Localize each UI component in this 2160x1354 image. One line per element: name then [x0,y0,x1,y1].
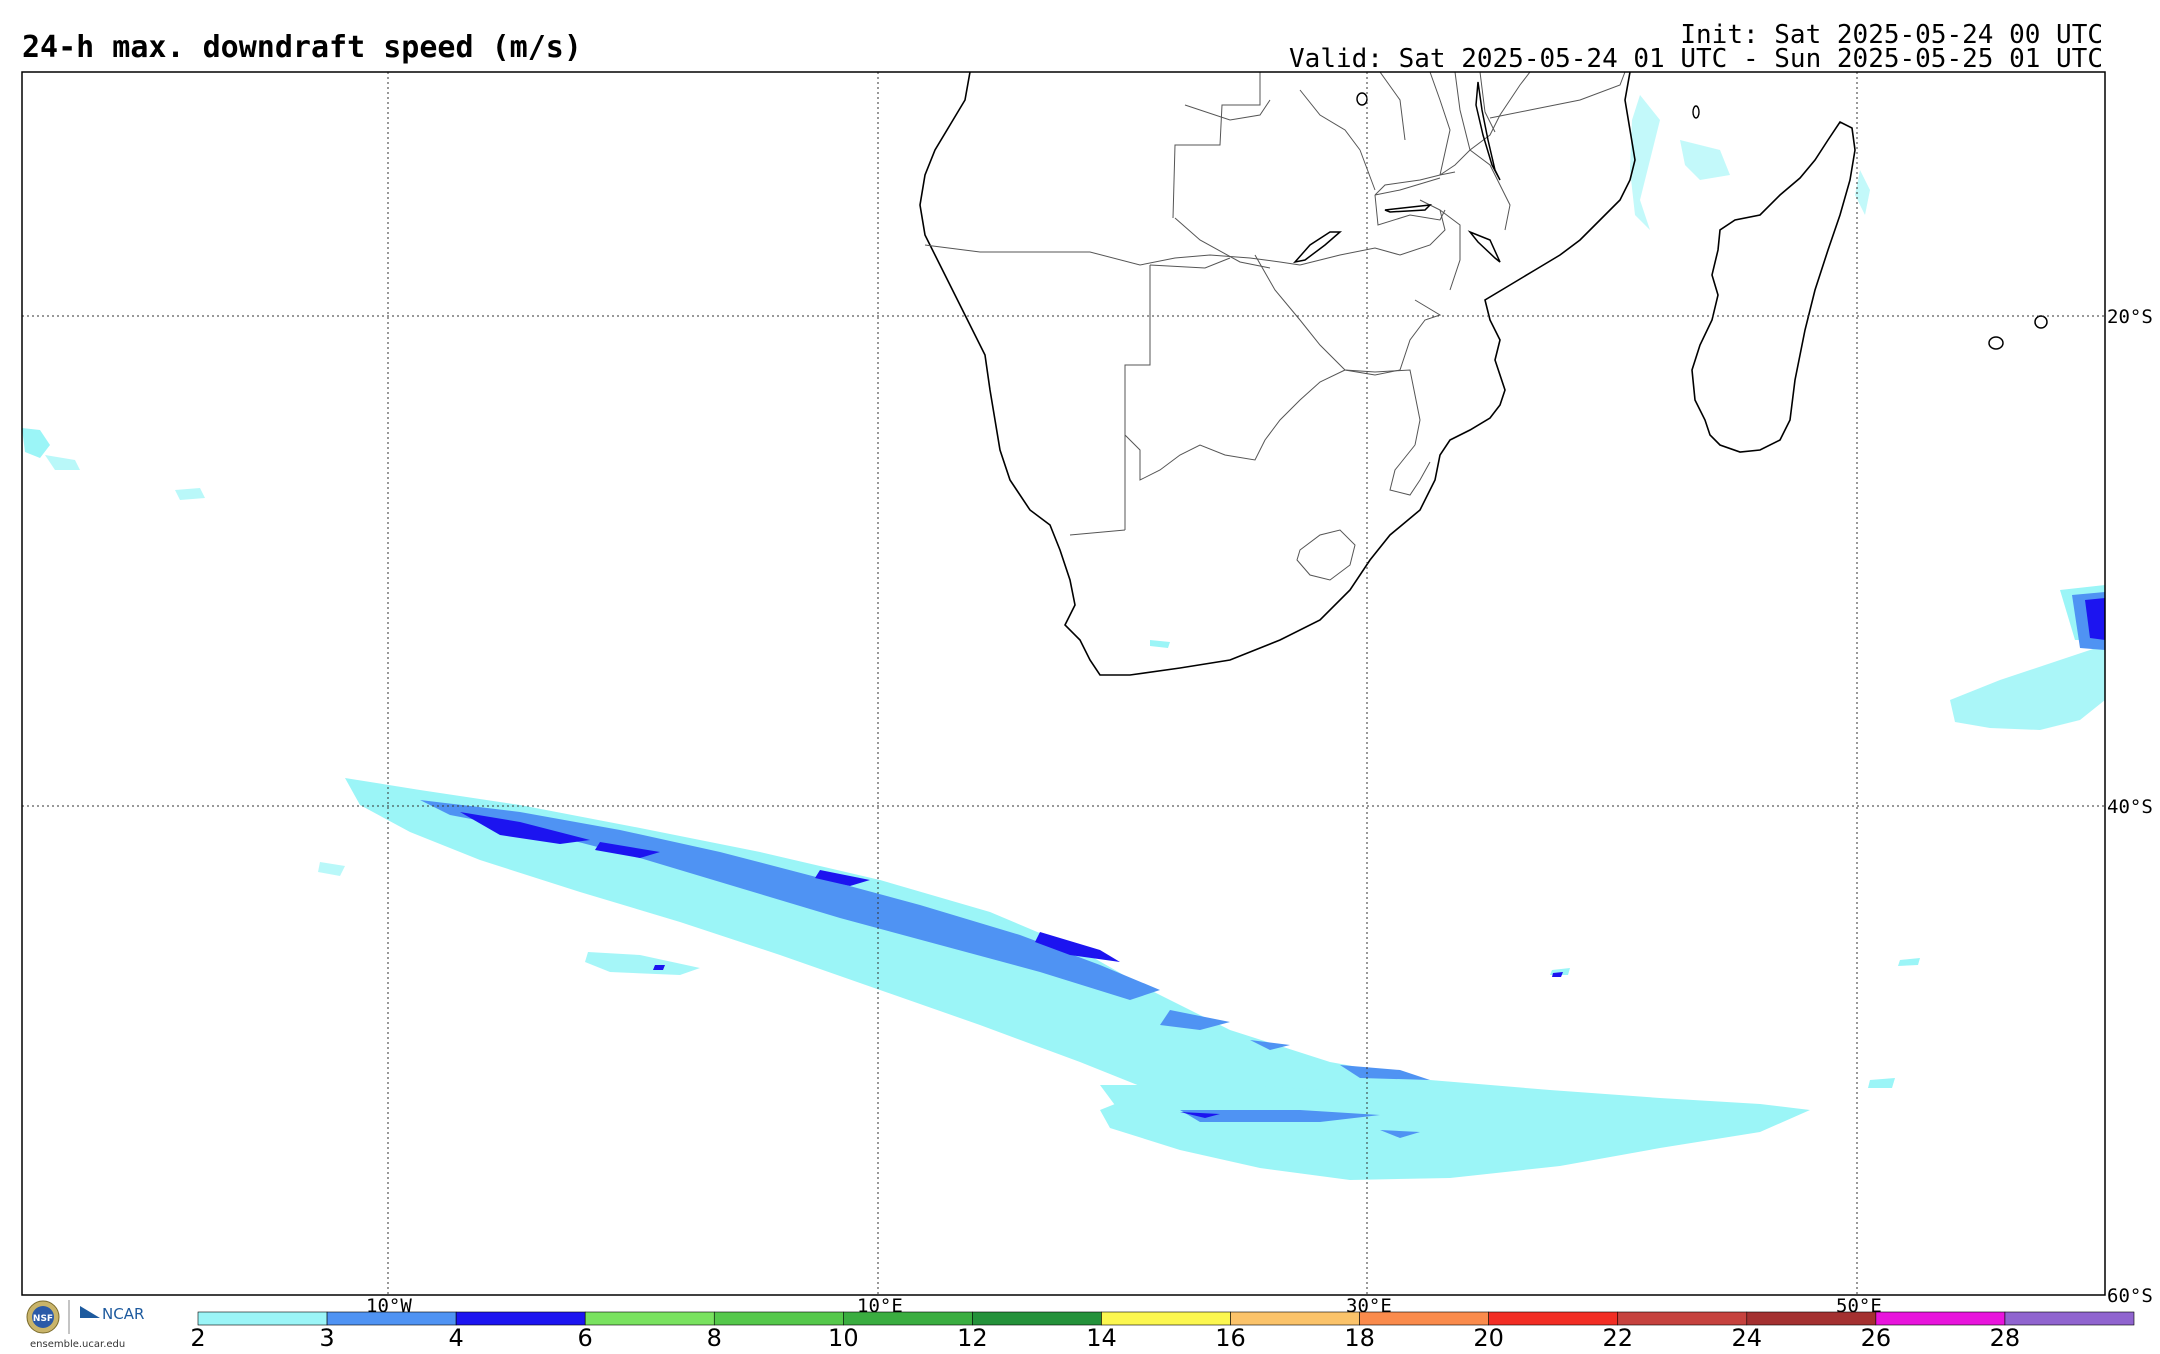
downdraft-field-2-3 [22,95,2105,1180]
map-frame [21,71,2106,1296]
colorbar-tick-label: 18 [1344,1324,1375,1352]
nsf-ncar-logo: NSF NCAR [26,1300,144,1334]
madagascar [1691,120,1856,453]
ncar-text: NCAR [102,1305,144,1323]
site-url: ensemble.ucar.edu [30,1339,126,1350]
lon-label-10w: 10°W [366,1295,412,1317]
lake-chilwa [1467,230,1501,263]
init-time: Init: Sat 2025-05-24 00 UTC [1680,20,2103,50]
lat-label-60s: 60°S [2107,1285,2153,1307]
lon-label-30e: 30°E [1346,1295,1392,1317]
colorbar-tick-label: 2 [190,1324,205,1352]
colorbar-tick-label: 14 [1086,1324,1117,1352]
lon-label-10e: 10°E [857,1295,903,1317]
comoros [1692,105,1700,119]
colorbar-tick-label: 24 [1732,1324,1763,1352]
colorbar-segment [1359,1311,1489,1326]
lat-label-40s: 40°S [2107,796,2153,818]
nsf-text: NSF [33,1314,53,1324]
colorbar-segment [1746,1311,1877,1326]
colorbar-segment [2004,1311,2135,1326]
lake-cahora-bassa [1384,204,1433,213]
colorbar-segment [197,1311,328,1326]
country-borders [924,72,1626,581]
grid-lines [22,72,2105,1295]
lat-label-20s: 20°S [2107,306,2153,328]
map-title: 24-h max. downdraft speed (m/s) [22,30,582,65]
colorbar-segment [1875,1311,2006,1326]
colorbar-segment [1101,1311,1231,1326]
colorbar-segment [972,1311,1102,1326]
colorbar: 2 3 4 6 8 10 12 14 16 18 20 22 24 26 28 [190,1311,2135,1352]
colorbar-segment [455,1311,586,1326]
lake-island [1356,92,1368,106]
africa-coastline [919,72,1636,676]
lon-label-50e: 50°E [1836,1295,1882,1317]
colorbar-tick-label: 6 [578,1324,593,1352]
colorbar-tick-label: 26 [1861,1324,1892,1352]
colorbar-tick-label: 8 [707,1324,722,1352]
reunion [2034,315,2048,329]
lake-kariba [1292,231,1343,264]
lake-malawi [1475,81,1501,181]
colorbar-segment [713,1311,844,1326]
colorbar-tick-label: 28 [1990,1324,2021,1352]
colorbar-tick-label: 16 [1215,1324,1246,1352]
colorbar-segment [1617,1311,1748,1326]
colorbar-segment [584,1311,715,1326]
valid-time: Valid: Sat 2025-05-24 01 UTC - Sun 2025-… [1289,44,2103,74]
colorbar-tick-label: 22 [1602,1324,1633,1352]
colorbar-tick-label: 20 [1473,1324,1504,1352]
colorbar-tick-label: 12 [957,1324,988,1352]
colorbar-tick-label: 4 [448,1324,463,1352]
colorbar-segment [1488,1311,1619,1326]
downdraft-field-4-6 [460,598,2105,1118]
colorbar-tick-label: 10 [828,1324,859,1352]
mauritius [1988,336,2004,350]
colorbar-segment [843,1311,973,1326]
colorbar-segment [1230,1311,1360,1326]
colorbar-segment [326,1311,457,1326]
colorbar-tick-label: 3 [319,1324,334,1352]
